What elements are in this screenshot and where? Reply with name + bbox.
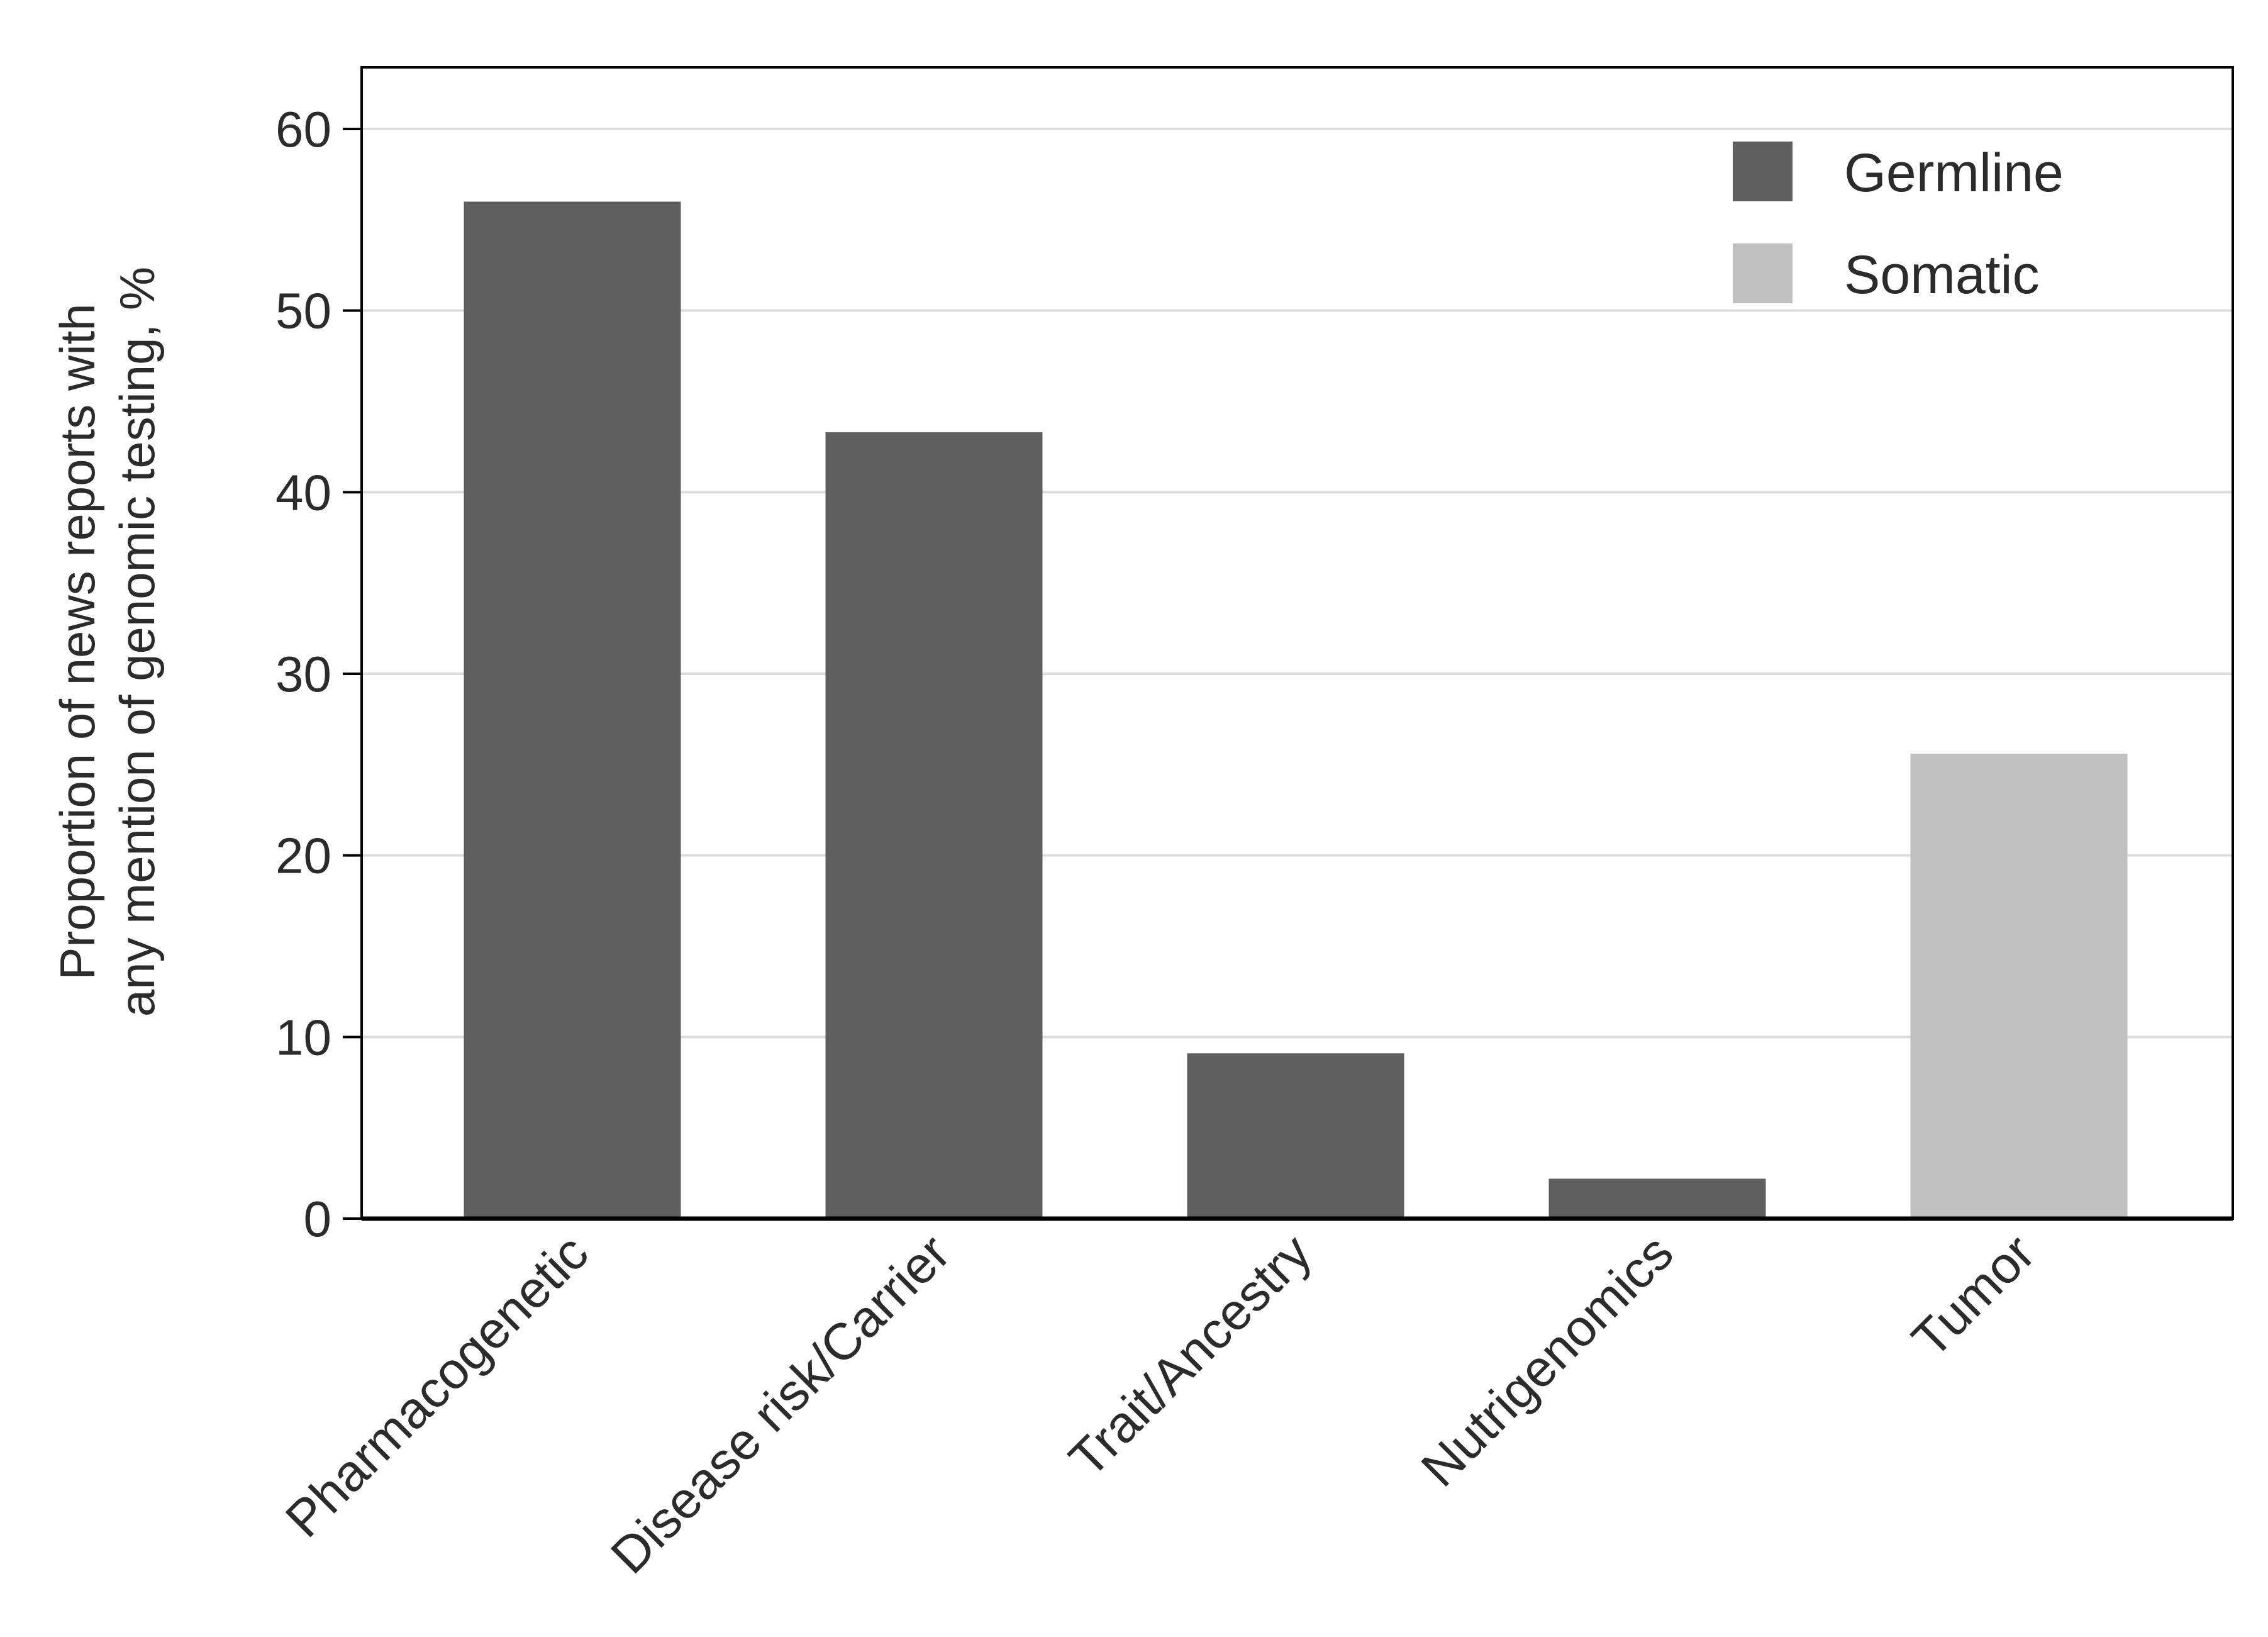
y-axis-ticks: 0 10 20 30 40 50 60 <box>275 101 362 1247</box>
y-tick-label: 20 <box>275 828 331 884</box>
y-tick-label: 0 <box>304 1191 332 1247</box>
bars <box>464 201 2128 1219</box>
bar-disease-risk-carrier <box>825 432 1043 1219</box>
y-tick-label: 50 <box>275 283 331 339</box>
x-tick-label: Trait/Ancestry <box>1059 1224 1323 1488</box>
y-tick-label: 10 <box>275 1009 331 1065</box>
x-tick-label: Nutrigenomics <box>1411 1224 1684 1497</box>
bar-pharmacogenetic <box>464 201 681 1219</box>
legend-swatch-germline <box>1733 142 1793 201</box>
y-axis-title-line-1: Proportion of news reports with <box>50 303 105 980</box>
bar-nutrigenomics <box>1548 1178 1766 1219</box>
legend-swatch-somatic <box>1733 243 1793 303</box>
x-tick-label: Disease risk/Carrier <box>600 1224 960 1584</box>
legend-label-somatic: Somatic <box>1844 245 2040 305</box>
x-axis-labels: Pharmacogenetic Disease risk/Carrier Trait… <box>275 1224 2046 1584</box>
y-axis-title-line-2: any mention of genomic testing, % <box>109 267 165 1017</box>
bar-tumor <box>1910 754 2128 1219</box>
x-tick-label: Tumor <box>1901 1224 2046 1368</box>
legend-label-germline: Germline <box>1844 143 2064 203</box>
y-tick-label: 30 <box>275 646 331 702</box>
x-tick-label: Pharmacogenetic <box>275 1224 599 1548</box>
y-tick-label: 40 <box>275 464 331 520</box>
legend: Germline Somatic <box>1733 142 2064 305</box>
y-tick-label: 60 <box>275 101 331 157</box>
bar-trait-ancestry <box>1187 1053 1404 1219</box>
